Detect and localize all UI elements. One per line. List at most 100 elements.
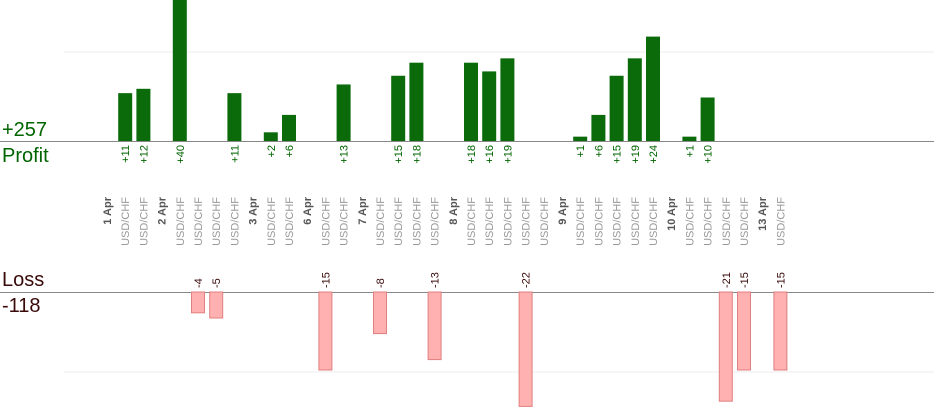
profit-value-label: +11 (229, 145, 241, 163)
loss-value-label: -13 (430, 272, 442, 288)
profit-bar (682, 136, 697, 141)
trade-label: USD/CHF (648, 197, 660, 246)
profit-value-label: +13 (339, 145, 351, 164)
profit-value-label: +1 (684, 145, 696, 158)
profit-bar (500, 58, 515, 141)
loss-bar (518, 291, 533, 407)
trade-label: USD/CHF (193, 197, 205, 246)
trade-label: USD/CHF (466, 197, 478, 246)
trade-label: USD/CHF (721, 197, 733, 246)
profit-bar (263, 132, 278, 141)
trade-label: USD/CHF (539, 197, 551, 246)
loss-bar (373, 291, 387, 335)
trade-label: USD/CHF (630, 197, 642, 246)
date-label: 1 Apr (102, 196, 114, 224)
trade-label: USD/CHF (375, 197, 387, 246)
date-label: 10 Apr (666, 196, 678, 231)
profit-value-label: +10 (703, 145, 715, 164)
trade-label: USD/CHF (175, 197, 187, 246)
date-label: 3 Apr (248, 196, 260, 224)
date-label: 6 Apr (302, 196, 314, 224)
profit-bar (464, 62, 478, 142)
profit-value-label: +19 (630, 145, 642, 164)
profit-bar (573, 136, 588, 141)
loss-bar (737, 291, 751, 371)
profit-bar (482, 71, 497, 141)
profit-value-label: +15 (393, 145, 405, 164)
loss-bar (718, 291, 733, 402)
trade-label: USD/CHF (484, 197, 496, 246)
loss-bar (427, 291, 442, 361)
trade-label: USD/CHF (229, 197, 241, 246)
loss-value-label: -15 (775, 272, 787, 288)
loss-value-label: -4 (193, 278, 205, 288)
bars (118, 0, 788, 407)
profit-value-label: +15 (612, 145, 624, 164)
date-label: 9 Apr (557, 196, 569, 224)
trade-label: USD/CHF (138, 197, 150, 246)
profit-bar (227, 93, 242, 141)
loss-bar (191, 291, 205, 314)
date-label: 13 Apr (757, 196, 769, 231)
profit-value-label: +18 (466, 145, 478, 164)
loss-value-label: -21 (721, 272, 733, 288)
profit-value-label: +6 (593, 145, 605, 158)
loss-bar (209, 291, 224, 319)
trade-label: USD/CHF (775, 197, 787, 246)
loss-label: Loss (2, 269, 45, 291)
loss-value-label: -15 (320, 272, 332, 288)
grid-lines (64, 51, 934, 373)
profit-value-label: +16 (484, 145, 496, 164)
loss-value-label: -15 (739, 272, 751, 288)
trade-label: USD/CHF (593, 197, 605, 246)
loss-total: -118 (2, 295, 41, 317)
loss-bar (773, 291, 788, 371)
trade-label: USD/CHF (339, 197, 351, 246)
date-label: 7 Apr (357, 196, 369, 224)
date-label: 8 Apr (448, 196, 460, 224)
trade-label: USD/CHF (284, 197, 296, 246)
trade-label: USD/CHF (430, 197, 442, 246)
trade-label: USD/CHF (502, 197, 514, 246)
loss-value-label: -22 (521, 272, 533, 288)
profit-value-label: +18 (411, 145, 423, 164)
profit-bar (700, 97, 715, 141)
profit-value-label: +40 (175, 145, 187, 164)
profit-value-label: +6 (284, 145, 296, 158)
profit-bar (282, 114, 296, 141)
profit-bar (591, 114, 606, 141)
profit-value-label: +1 (575, 145, 587, 158)
profit-bar (409, 62, 424, 142)
trade-label: USD/CHF (411, 197, 423, 246)
profit-value-label: +19 (502, 145, 514, 164)
trade-label: USD/CHF (393, 197, 405, 246)
profit-bar (646, 36, 660, 141)
profit-value-label: +11 (120, 145, 132, 163)
trade-label: USD/CHF (266, 197, 278, 246)
trade-label: USD/CHF (739, 197, 751, 246)
trade-label: USD/CHF (120, 197, 132, 246)
profit-bar (627, 58, 642, 141)
loss-bar (318, 291, 333, 371)
trade-label: USD/CHF (320, 197, 332, 246)
profit-bar (391, 75, 406, 141)
date-label: 2 Apr (157, 196, 169, 224)
profit-value-label: +2 (266, 145, 278, 158)
profit-total: +257 (2, 119, 48, 141)
loss-value-label: -5 (211, 278, 223, 288)
profit-value-label: +24 (648, 145, 660, 164)
trade-label: USD/CHF (521, 197, 533, 246)
profit-value-label: +12 (138, 145, 150, 164)
profit-bar (609, 75, 624, 141)
profit-bar (136, 88, 151, 141)
profit-label: Profit (2, 145, 49, 167)
trade-label: USD/CHF (684, 197, 696, 246)
profit-bar (118, 93, 133, 141)
labels: 1 Apr USD/CHF +11 USD/CHF +12 2 Apr USD/CHF +40… (102, 145, 787, 288)
loss-value-label: -8 (375, 278, 387, 288)
trade-label: USD/CHF (612, 197, 624, 246)
profit-bar (172, 0, 187, 141)
trade-label: USD/CHF (575, 197, 587, 246)
trade-label: USD/CHF (211, 197, 223, 246)
